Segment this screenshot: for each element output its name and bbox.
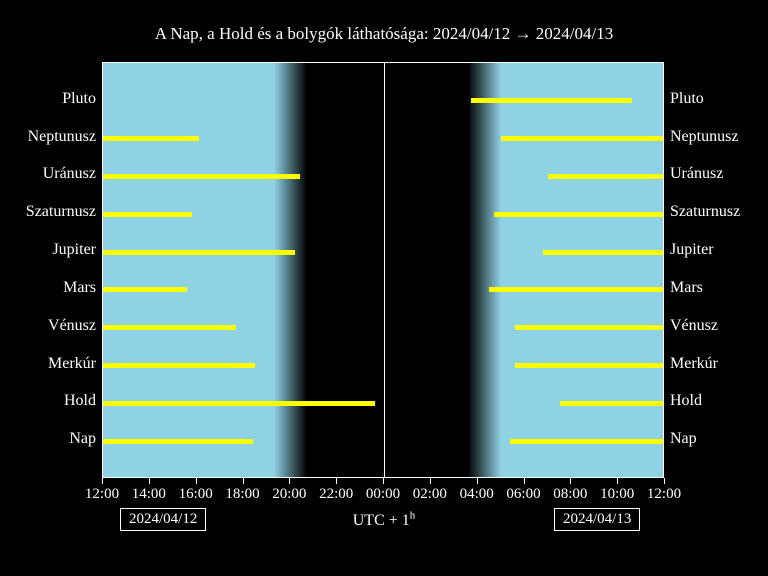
visibility-bar — [103, 401, 375, 406]
x-tick-mark — [477, 478, 478, 484]
x-tick-mark — [524, 478, 525, 484]
dawn-gradient — [468, 63, 501, 477]
plot-area — [102, 62, 664, 478]
x-tick-mark — [102, 478, 103, 484]
x-tick-label: 22:00 — [319, 486, 353, 503]
visibility-bar — [103, 287, 187, 292]
daylight-region-left — [103, 63, 274, 477]
x-tick-label: 00:00 — [366, 486, 400, 503]
x-tick-mark — [243, 478, 244, 484]
dusk-gradient — [274, 63, 307, 477]
x-tick-label: 06:00 — [506, 486, 540, 503]
body-label-left: Vénusz — [48, 317, 96, 335]
x-tick-mark — [570, 478, 571, 484]
body-label-right: Neptunusz — [670, 128, 738, 146]
visibility-bar — [103, 325, 236, 330]
daylight-region-right — [501, 63, 664, 477]
visibility-bar — [103, 136, 199, 141]
body-label-right: Uránusz — [670, 165, 723, 183]
x-tick-label: 16:00 — [179, 486, 213, 503]
x-tick-mark — [196, 478, 197, 484]
x-tick-mark — [664, 478, 665, 484]
x-tick-label: 14:00 — [132, 486, 166, 503]
body-label-right: Jupiter — [670, 241, 714, 259]
x-tick-mark — [430, 478, 431, 484]
body-label-right: Szaturnusz — [670, 203, 740, 221]
x-tick-mark — [149, 478, 150, 484]
x-tick-label: 08:00 — [553, 486, 587, 503]
visibility-bar — [560, 401, 664, 406]
x-tick-mark — [383, 478, 384, 484]
x-tick-mark — [289, 478, 290, 484]
visibility-bar — [494, 212, 664, 217]
visibility-bar — [501, 136, 664, 141]
x-tick-label: 02:00 — [413, 486, 447, 503]
x-tick-label: 18:00 — [225, 486, 259, 503]
x-axis-label: UTC + 1h — [0, 510, 768, 530]
x-tick-label: 12:00 — [85, 486, 119, 503]
body-label-right: Mars — [670, 279, 703, 297]
body-label-right: Pluto — [670, 90, 704, 108]
x-tick-label: 04:00 — [460, 486, 494, 503]
body-label-left: Merkúr — [48, 355, 96, 373]
body-label-left: Neptunusz — [28, 128, 96, 146]
visibility-bar — [103, 250, 295, 255]
body-label-left: Mars — [63, 279, 96, 297]
midnight-line — [384, 63, 385, 477]
body-label-left: Nap — [69, 430, 96, 448]
x-axis-label-text: UTC + 1h — [353, 512, 416, 529]
body-label-right: Vénusz — [670, 317, 718, 335]
body-label-left: Szaturnusz — [26, 203, 96, 221]
x-tick-mark — [336, 478, 337, 484]
x-tick-mark — [617, 478, 618, 484]
visibility-bar — [103, 174, 300, 179]
visibility-bar — [543, 250, 664, 255]
visibility-bar — [515, 325, 664, 330]
visibility-bar — [489, 287, 664, 292]
body-label-right: Hold — [670, 392, 702, 410]
date-box-left: 2024/04/12 — [120, 508, 206, 531]
x-tick-label: 12:00 — [647, 486, 681, 503]
visibility-bar — [103, 363, 255, 368]
visibility-bar — [510, 439, 664, 444]
visibility-bar — [515, 363, 664, 368]
x-tick-label: 10:00 — [600, 486, 634, 503]
body-label-left: Hold — [64, 392, 96, 410]
date-box-right: 2024/04/13 — [554, 508, 640, 531]
x-tick-label: 20:00 — [272, 486, 306, 503]
body-label-right: Nap — [670, 430, 697, 448]
body-label-left: Pluto — [62, 90, 96, 108]
visibility-bar — [103, 439, 253, 444]
visibility-bar — [471, 98, 633, 103]
body-label-left: Jupiter — [52, 241, 96, 259]
body-label-right: Merkúr — [670, 355, 718, 373]
body-label-left: Uránusz — [43, 165, 96, 183]
chart-title: A Nap, a Hold és a bolygók láthatósága: … — [0, 24, 768, 44]
visibility-bar — [103, 212, 192, 217]
visibility-bar — [548, 174, 664, 179]
